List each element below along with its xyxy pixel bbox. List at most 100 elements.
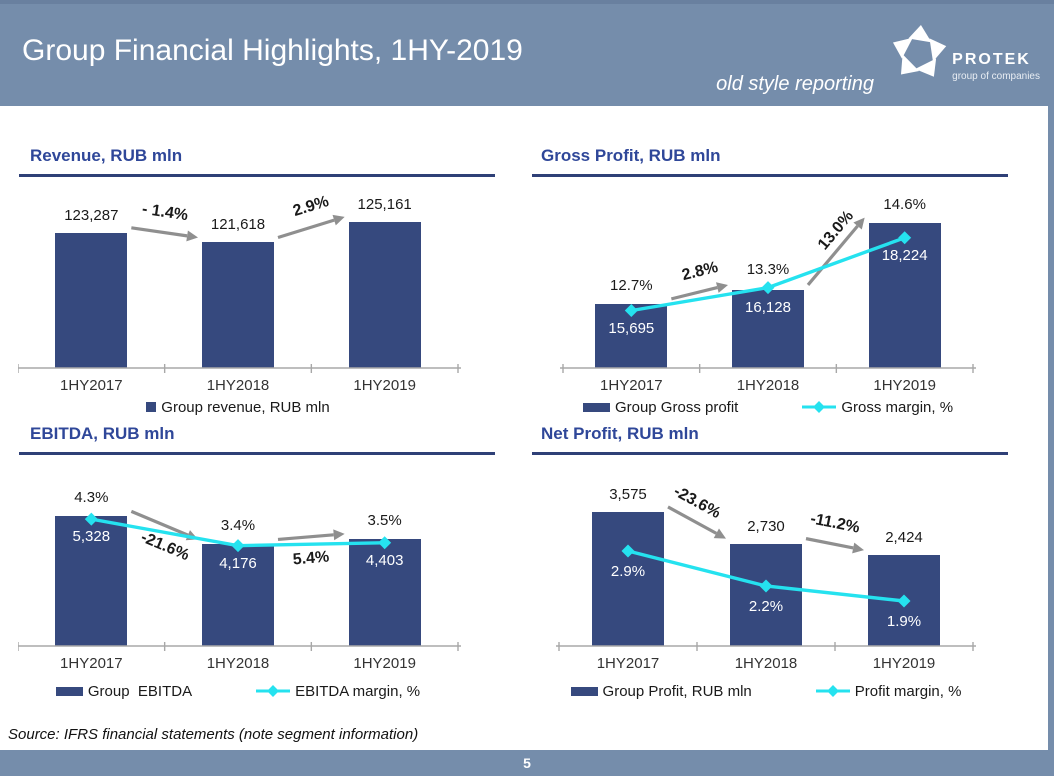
logo-name: PROTEK	[952, 51, 1031, 68]
bar-1hy2019	[348, 538, 421, 646]
chart-title: Net Profit, RUB mln	[541, 424, 699, 443]
legend-swatch	[582, 402, 610, 412]
page-title: Group Financial Highlights, 1HY-2019	[22, 34, 523, 67]
legend-item: Group Gross profit	[582, 398, 739, 416]
source-note: Source: IFRS financial statements (note …	[8, 726, 419, 743]
x-tick-label: 1HY2018	[734, 655, 798, 672]
ebitda-plot: -21.6% 5.4% 5,328 4,176 4,403 4.3% 3.4% 3.5% 1HY…	[18, 418, 496, 713]
growth-arrowhead	[332, 214, 345, 226]
legend-item: Group revenue, RUB mln	[146, 398, 330, 416]
gross-profit-chart-section: Gross Profit, RUB mln 2.8% 13.0% 15,695 16,…	[531, 140, 1009, 435]
value-label: 15,695	[608, 319, 655, 337]
legend-label: Group Profit, RUB mln	[602, 682, 752, 700]
bar-1hy2018	[202, 544, 274, 646]
x-tick-label: 1HY2017	[596, 655, 660, 672]
ebitda-chart-section: EBITDA, RUB mln -21.6% 5.4% 5,328 4,176 4,40…	[18, 418, 496, 713]
growth-arrowhead	[333, 529, 345, 541]
x-tick-label: 1HY2019	[872, 655, 936, 672]
legend-swatch	[570, 686, 598, 696]
chart-title-rule	[532, 174, 1008, 177]
header-top-accent	[0, 0, 1054, 4]
margin-label: 3.4%	[220, 517, 256, 535]
legend-label: Group Gross profit	[614, 398, 739, 416]
slide-footer: 5	[0, 750, 1054, 776]
chart-legend: Group EBITDA EBITDA margin, %	[18, 682, 458, 700]
bar-1hy2018	[730, 543, 802, 646]
x-tick-label: 1HY2019	[353, 377, 416, 394]
revenue-plot: - 1.4% 2.9% 123,287 121,618 125,161 1HY2017 1H…	[18, 140, 496, 435]
x-tick-label: 1HY2019	[353, 655, 416, 672]
chart-legend: Group revenue, RUB mln	[18, 398, 458, 416]
protek-logo: PROTEK group of companies	[891, 22, 1040, 84]
net-profit-chart-section: Net Profit, RUB mln -23.6% -11.2% 3,575 2,7…	[531, 418, 1009, 713]
value-label: 4,403	[365, 551, 404, 569]
value-label: 16,128	[745, 298, 791, 316]
logo-tagline: group of companies	[952, 71, 1040, 82]
legend-item: Group EBITDA	[55, 682, 193, 700]
margin-label: 2.2%	[748, 598, 784, 615]
bar-1hy2019	[868, 555, 940, 646]
value-label: 5,328	[72, 528, 111, 546]
margin-label: 14.6%	[883, 195, 926, 213]
x-tick-label: 1HY2017	[60, 655, 123, 672]
margin-label: 13.3%	[746, 260, 790, 278]
page-number: 5	[523, 755, 531, 771]
legend-item: EBITDA margin, %	[256, 683, 420, 700]
legend-label: Group EBITDA	[87, 682, 193, 700]
legend-swatch	[146, 402, 157, 412]
value-label: 123,287	[64, 206, 119, 224]
chart-legend: Group Profit, RUB mln Profit margin, %	[559, 682, 973, 700]
legend-label: Gross margin, %	[841, 398, 954, 416]
value-label: 3,575	[609, 485, 647, 503]
legend-label: Group revenue, RUB mln	[161, 398, 330, 416]
legend-label: Profit margin, %	[854, 682, 962, 700]
bar-1hy2019	[868, 222, 941, 368]
legend-line-swatch	[256, 685, 291, 697]
chart-title: Revenue, RUB mln	[30, 146, 183, 165]
legend-swatch	[55, 686, 83, 696]
growth-arrowhead	[716, 282, 728, 293]
revenue-chart-section: Revenue, RUB mln - 1.4% 2.9% 123,287 121,61…	[18, 140, 496, 435]
chart-title-rule	[532, 452, 1008, 455]
x-tick-label: 1HY2017	[600, 377, 663, 394]
legend-item: Group Profit, RUB mln	[570, 682, 752, 700]
net-profit-plot: -23.6% -11.2% 3,575 2,730 2,424 2.9% 2.2% 1.9% 1…	[531, 418, 1009, 713]
margin-label: 2.9%	[610, 563, 646, 580]
growth-arrow	[277, 533, 334, 542]
bar-1hy2017	[55, 232, 128, 368]
x-tick-label: 1HY2018	[736, 377, 800, 394]
x-tick-label: 1HY2017	[60, 377, 123, 394]
x-tick-label: 1HY2018	[206, 377, 270, 394]
bar-1hy2018	[202, 242, 274, 368]
gross-profit-plot: 2.8% 13.0% 15,695 16,128 18,224 12.7% 13.3% 14.…	[531, 140, 1009, 435]
reporting-style-note: old style reporting	[716, 73, 874, 95]
chart-title-rule	[19, 174, 495, 177]
slide-header: Group Financial Highlights, 1HY-2019 old…	[0, 0, 1054, 106]
right-edge-accent	[1048, 106, 1054, 750]
margin-label: 12.7%	[610, 276, 653, 294]
chart-title: Gross Profit, RUB mln	[541, 146, 721, 165]
value-label: 4,176	[219, 554, 257, 572]
chart-title-rule	[19, 452, 495, 455]
x-tick-label: 1HY2019	[873, 377, 936, 394]
x-tick-label: 1HY2018	[206, 655, 270, 672]
margin-label: 3.5%	[367, 511, 402, 529]
legend-label: EBITDA margin, %	[295, 682, 421, 700]
legend-item: Gross margin, %	[802, 399, 953, 416]
legend-line-swatch	[802, 401, 837, 413]
legend-item: Profit margin, %	[815, 682, 962, 700]
value-label: 125,161	[357, 195, 412, 213]
margin-label: 4.3%	[74, 489, 109, 507]
value-label: 2,424	[885, 529, 923, 547]
logo-text: PROTEK group of companies	[952, 51, 1040, 84]
protek-pinwheel-icon	[893, 25, 947, 77]
value-label: 121,618	[210, 216, 266, 234]
value-label: 18,224	[881, 246, 928, 264]
bar-1hy2019	[348, 221, 421, 368]
legend-line-swatch	[815, 685, 850, 697]
chart-legend: Group Gross profit Gross margin, %	[563, 398, 973, 416]
chart-title: EBITDA, RUB mln	[30, 424, 175, 443]
value-label: 2,730	[747, 517, 785, 535]
margin-label: 1.9%	[886, 613, 922, 630]
